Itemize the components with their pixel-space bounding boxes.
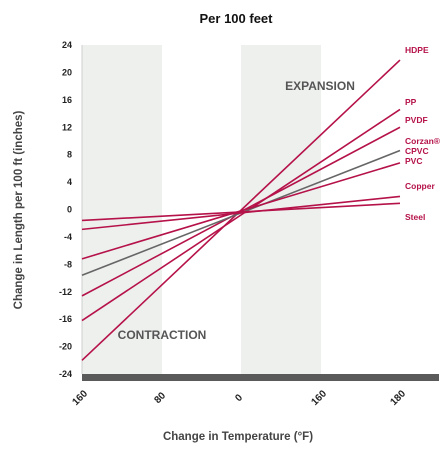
series-lines bbox=[81, 59, 401, 361]
x-tick-label: 160 bbox=[309, 388, 329, 408]
series-line-copper bbox=[81, 195, 401, 231]
y-tick-label: -12 bbox=[59, 287, 72, 297]
x-tick-label: 160 bbox=[70, 388, 90, 408]
series-line-pp bbox=[81, 108, 401, 322]
series-line-pvc bbox=[81, 162, 401, 260]
expansion-label: EXPANSION bbox=[285, 79, 355, 93]
y-tick-label: -8 bbox=[64, 259, 72, 269]
y-tick-label: -16 bbox=[59, 314, 72, 324]
series-label-copper: Copper bbox=[405, 181, 435, 191]
y-axis-title: Change in Length per 100 ft (inches) bbox=[13, 110, 25, 309]
y-tick-label: 12 bbox=[62, 122, 72, 132]
y-tick-label: -24 bbox=[59, 369, 72, 379]
contraction-label: CONTRACTION bbox=[118, 328, 207, 342]
y-tick-label: 0 bbox=[67, 205, 72, 215]
y-tick-label: 20 bbox=[62, 67, 72, 77]
series-line-steel bbox=[81, 202, 401, 222]
x-axis-bar bbox=[82, 374, 439, 381]
y-tick-labels: 24 20 16 12 8 4 0 -4 -8 -12 -16 -20 -24 bbox=[59, 40, 72, 379]
plot-area bbox=[81, 45, 401, 374]
chart-title: Per 100 feet bbox=[200, 11, 274, 26]
series-label-pp: PP bbox=[405, 97, 417, 107]
series-label-pvc: PVC bbox=[405, 156, 422, 166]
series-label-pvdf: PVDF bbox=[405, 115, 428, 125]
shaded-band-left bbox=[82, 45, 162, 374]
x-tick-label: 0 bbox=[233, 392, 245, 404]
x-tick-label: 180 bbox=[388, 388, 408, 408]
y-tick-label: -4 bbox=[64, 232, 72, 242]
y-tick-label: -20 bbox=[59, 342, 72, 352]
y-tick-label: 8 bbox=[67, 150, 72, 160]
series-label-corzan: Corzan® bbox=[405, 136, 441, 146]
y-tick-label: 24 bbox=[62, 40, 72, 50]
series-label-steel: Steel bbox=[405, 212, 425, 222]
series-label-hdpe: HDPE bbox=[405, 45, 429, 55]
y-tick-label: 4 bbox=[67, 177, 72, 187]
y-tick-label: 16 bbox=[62, 95, 72, 105]
x-tick-labels: 160 80 0 160 180 bbox=[70, 388, 408, 408]
x-tick-label: 80 bbox=[152, 390, 168, 406]
series-label-cpvc: CPVC bbox=[405, 146, 429, 156]
x-axis-title: Change in Temperature (°F) bbox=[163, 431, 313, 443]
